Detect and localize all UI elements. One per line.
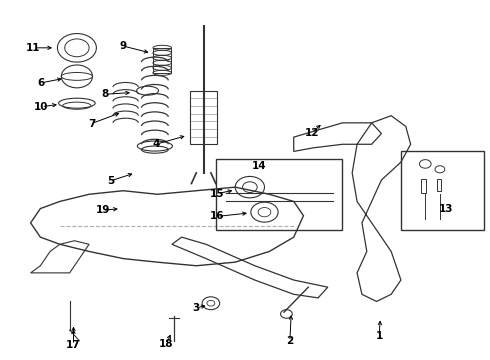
Text: 3: 3 — [193, 303, 200, 313]
Text: 18: 18 — [159, 339, 173, 349]
Text: 9: 9 — [120, 41, 127, 51]
Bar — [216, 158, 343, 230]
Text: 14: 14 — [252, 161, 267, 171]
Bar — [421, 179, 426, 193]
Text: 13: 13 — [439, 203, 453, 213]
Text: 17: 17 — [66, 340, 81, 350]
Text: 1: 1 — [375, 332, 383, 342]
Bar — [153, 48, 172, 73]
Text: 4: 4 — [152, 139, 160, 149]
Text: 16: 16 — [210, 211, 224, 221]
Text: 5: 5 — [107, 176, 115, 186]
Text: 6: 6 — [38, 78, 45, 88]
Text: 8: 8 — [101, 89, 108, 99]
Text: 7: 7 — [88, 118, 95, 129]
Text: 2: 2 — [286, 337, 294, 346]
Text: 11: 11 — [26, 43, 40, 53]
Text: 15: 15 — [210, 189, 224, 199]
Text: 19: 19 — [96, 205, 110, 215]
Text: 12: 12 — [304, 128, 319, 138]
Bar — [438, 179, 441, 191]
Bar — [191, 91, 217, 144]
Bar — [401, 152, 484, 230]
Text: 10: 10 — [34, 102, 49, 112]
